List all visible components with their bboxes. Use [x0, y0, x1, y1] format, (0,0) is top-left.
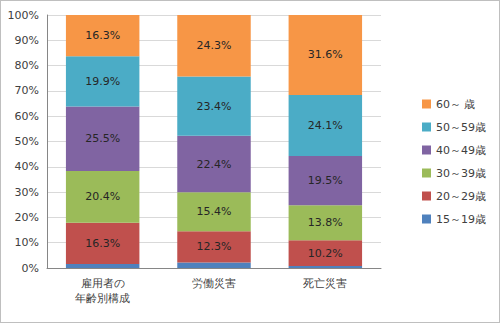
svg-text:20～29歳: 20～29歳: [436, 190, 486, 203]
svg-text:30%: 30%: [15, 186, 39, 199]
svg-text:労働災害: 労働災害: [192, 277, 236, 290]
svg-text:80%: 80%: [15, 59, 39, 72]
svg-text:0%: 0%: [22, 262, 39, 275]
svg-text:60%: 60%: [15, 110, 39, 123]
svg-text:24.1%: 24.1%: [308, 119, 343, 132]
svg-text:30～39歳: 30～39歳: [436, 167, 486, 180]
svg-text:60～ 歳: 60～ 歳: [436, 98, 476, 111]
svg-text:12.3%: 12.3%: [197, 240, 232, 253]
svg-text:19.5%: 19.5%: [308, 174, 343, 187]
svg-text:25.5%: 25.5%: [85, 132, 120, 145]
svg-text:40%: 40%: [15, 160, 39, 173]
svg-text:雇用者の: 雇用者の: [81, 277, 125, 290]
svg-text:40～49歳: 40～49歳: [436, 144, 486, 157]
svg-text:20%: 20%: [15, 211, 39, 224]
svg-text:24.3%: 24.3%: [197, 39, 232, 52]
svg-text:50%: 50%: [15, 135, 39, 148]
svg-text:13.8%: 13.8%: [308, 216, 343, 229]
svg-text:10.2%: 10.2%: [308, 247, 343, 260]
svg-text:70%: 70%: [15, 84, 39, 97]
svg-text:90%: 90%: [15, 34, 39, 47]
svg-text:10%: 10%: [15, 236, 39, 249]
svg-text:22.4%: 22.4%: [197, 158, 232, 171]
svg-text:19.9%: 19.9%: [85, 75, 120, 88]
svg-text:100%: 100%: [8, 9, 39, 22]
svg-text:15～19歳: 15～19歳: [436, 213, 486, 226]
svg-text:16.3%: 16.3%: [85, 237, 120, 250]
svg-text:20.4%: 20.4%: [85, 190, 120, 203]
svg-text:15.4%: 15.4%: [197, 205, 232, 218]
svg-text:年齢別構成: 年齢別構成: [75, 292, 130, 305]
svg-text:16.3%: 16.3%: [85, 29, 120, 42]
svg-text:31.6%: 31.6%: [308, 48, 343, 61]
svg-text:23.4%: 23.4%: [197, 100, 232, 113]
svg-text:50～59歳: 50～59歳: [436, 121, 486, 134]
svg-text:死亡災害: 死亡災害: [303, 277, 347, 290]
